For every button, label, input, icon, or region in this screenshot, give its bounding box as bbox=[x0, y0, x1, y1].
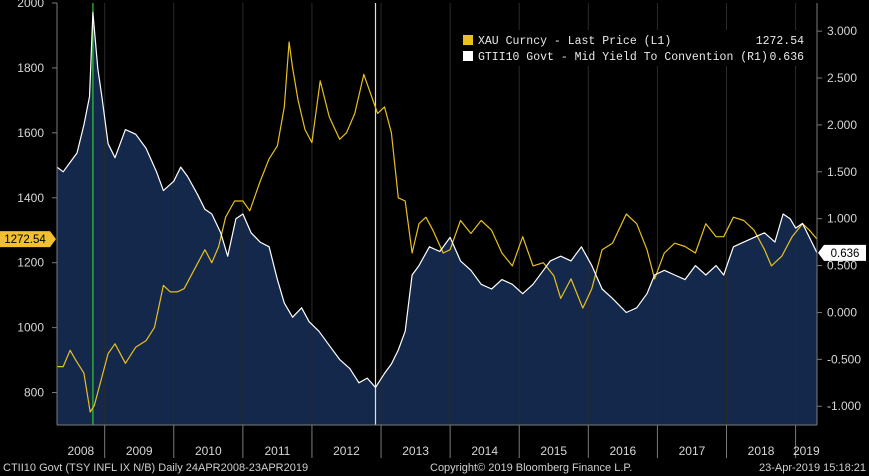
x-tick-label-2015: 2015 bbox=[540, 444, 567, 458]
x-tick-label-2012: 2012 bbox=[333, 444, 360, 458]
x-tick-label-2019: 2019 bbox=[793, 444, 820, 458]
x-tick-label-2008: 2008 bbox=[67, 444, 94, 458]
right-tick-label-0.000: 0.000 bbox=[827, 305, 857, 319]
last-value-badges: 1272.54 0.636 bbox=[0, 231, 866, 261]
right-tick-label-1.000: 1.000 bbox=[827, 212, 857, 226]
right-tick-label--0.500: -0.500 bbox=[827, 352, 861, 366]
footer: CTII10 Govt (TSY INFL IX N/B) Daily 24AP… bbox=[3, 462, 866, 474]
footer-left: CTII10 Govt (TSY INFL IX N/B) Daily 24AP… bbox=[3, 462, 308, 474]
year-gridlines bbox=[104, 3, 797, 425]
left-axis: 800 1000 1200 1400 1600 1800 2000 bbox=[17, 0, 58, 425]
right-tick-label-2.500: 2.500 bbox=[827, 71, 857, 85]
x-tick-label-2017: 2017 bbox=[679, 444, 706, 458]
x-tick-label-2009: 2009 bbox=[126, 444, 153, 458]
legend-box bbox=[458, 30, 808, 66]
series-line-0 bbox=[57, 41, 818, 413]
x-tick-label-2010: 2010 bbox=[195, 444, 222, 458]
footer-center: Copyright© 2019 Bloomberg Finance L.P. bbox=[430, 462, 632, 474]
footer-right: 23-Apr-2019 15:18:21 bbox=[759, 462, 866, 474]
legend-label-0: XAU Curncy - Last Price (L1) bbox=[478, 35, 671, 48]
x-tick-label-2016: 2016 bbox=[610, 444, 637, 458]
left-tick-label-1600: 1600 bbox=[17, 126, 44, 140]
legend-value-0: 1272.54 bbox=[756, 35, 804, 48]
legend-label-1: GTII10 Govt - Mid Yield To Convention (R… bbox=[478, 51, 768, 64]
series-line-1 bbox=[56, 11, 818, 389]
right-tick-label-1.500: 1.500 bbox=[827, 165, 857, 179]
right-tick-label--1.000: -1.000 bbox=[827, 399, 861, 413]
x-tick-label-2011: 2011 bbox=[264, 444, 290, 458]
right-tick-label-2.000: 2.000 bbox=[827, 118, 857, 132]
x-tick-label-2014: 2014 bbox=[471, 444, 498, 458]
badge-text-right: 0.636 bbox=[831, 248, 860, 260]
left-tick-label-1200: 1200 bbox=[17, 256, 44, 270]
legend-swatch-0 bbox=[463, 35, 473, 45]
left-tick-label-800: 800 bbox=[24, 386, 44, 400]
left-tick-label-1400: 1400 bbox=[17, 191, 44, 205]
left-tick-label-1800: 1800 bbox=[17, 61, 44, 75]
legend-swatch-1 bbox=[463, 51, 473, 61]
x-axis: 2008 2009 2010 2011 2012 2013 2014 2015 2016 2017… bbox=[57, 424, 820, 458]
legend-value-1: 0.636 bbox=[769, 51, 804, 64]
vertical-markers bbox=[92, 3, 377, 425]
badge-bg-left bbox=[0, 231, 50, 248]
legend: XAU Curncy - Last Price (L1) 1272.54 GTII1… bbox=[458, 30, 808, 66]
right-tick-label-3.000: 3.000 bbox=[827, 24, 857, 38]
badge-text-left: 1272.54 bbox=[4, 234, 46, 246]
right-axis: -1.000 -0.500 0.000 0.500 1.000 1.500 2.000 2.5… bbox=[816, 3, 861, 425]
series-lines bbox=[56, 11, 818, 413]
right-tick-label-0.500: 0.500 bbox=[827, 259, 857, 273]
left-tick-label-1000: 1000 bbox=[17, 321, 44, 335]
badge-bg-right bbox=[818, 244, 866, 261]
series-area-1 bbox=[57, 12, 817, 426]
x-tick-label-2013: 2013 bbox=[402, 444, 429, 458]
left-tick-label-2000: 2000 bbox=[17, 0, 44, 10]
badge-arrow-left bbox=[50, 231, 56, 248]
x-tick-label-2018: 2018 bbox=[748, 444, 775, 458]
yield-area-fill bbox=[57, 12, 817, 426]
